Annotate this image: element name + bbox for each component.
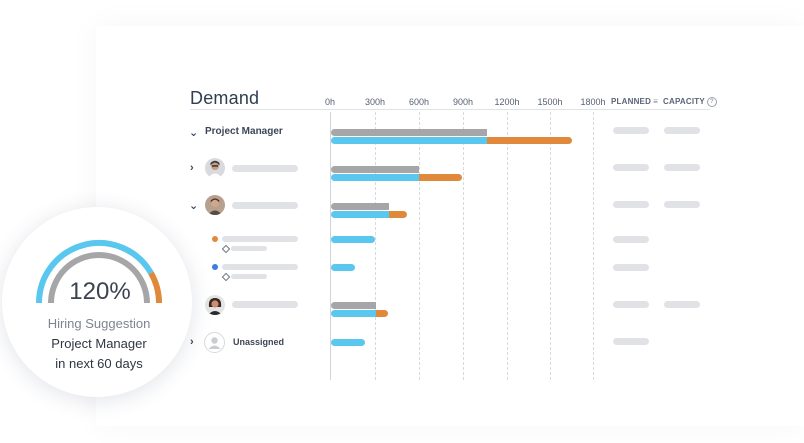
gridline bbox=[419, 112, 420, 380]
gridline bbox=[593, 112, 594, 380]
bar-demand bbox=[331, 137, 488, 144]
planned-value-placeholder bbox=[613, 264, 649, 271]
hiring-timeframe: in next 60 days bbox=[55, 356, 143, 371]
capacity-column-header: CAPACITY? bbox=[663, 97, 717, 107]
hiring-suggestion-title: Hiring Suggestion bbox=[47, 316, 151, 331]
planned-value-placeholder bbox=[613, 164, 649, 171]
bar-scheduled bbox=[331, 129, 488, 136]
assignment-detail-placeholder bbox=[231, 246, 267, 251]
axis-tick: 1500h bbox=[537, 97, 563, 107]
axis-tick: 0h bbox=[324, 97, 336, 107]
page-title: Demand bbox=[190, 88, 260, 108]
axis-tick: 1800h bbox=[580, 97, 606, 107]
planned-value-placeholder bbox=[613, 236, 649, 243]
capacity-value-placeholder bbox=[664, 201, 700, 208]
capacity-value-placeholder bbox=[664, 127, 700, 134]
chevron-right-icon[interactable]: › bbox=[190, 336, 194, 348]
demand-card bbox=[96, 26, 804, 426]
row-label-project-manager: Project Manager bbox=[205, 126, 283, 137]
bar-demand bbox=[331, 236, 375, 243]
capacity-value-placeholder bbox=[664, 301, 700, 308]
gridline bbox=[507, 112, 508, 380]
bar-overallocation bbox=[418, 174, 463, 181]
axis-tick: 600h bbox=[408, 97, 430, 107]
assignment-placeholder bbox=[222, 236, 298, 242]
planned-label: PLANNED bbox=[611, 97, 652, 106]
assignment-detail-placeholder bbox=[231, 274, 267, 279]
avatar bbox=[205, 195, 225, 215]
title-divider bbox=[190, 109, 710, 110]
bar-demand bbox=[331, 211, 390, 218]
status-dot bbox=[212, 264, 218, 270]
bar-scheduled bbox=[331, 203, 390, 210]
axis-baseline bbox=[330, 112, 331, 380]
bar-scheduled bbox=[331, 302, 377, 309]
planned-value-placeholder bbox=[613, 301, 649, 308]
bar-overallocation bbox=[389, 211, 407, 218]
gauge-outer-track bbox=[36, 240, 154, 304]
hiring-percentage: 120% bbox=[69, 278, 131, 305]
name-placeholder bbox=[232, 301, 298, 308]
name-placeholder bbox=[232, 202, 298, 209]
bar-scheduled bbox=[331, 166, 419, 173]
hiring-gauge bbox=[36, 240, 162, 304]
planned-value-placeholder bbox=[613, 127, 649, 134]
gauge-overflow-arc bbox=[148, 271, 162, 304]
name-placeholder bbox=[232, 165, 298, 172]
hiring-role: Project Manager bbox=[51, 336, 147, 351]
planned-value-placeholder bbox=[613, 201, 649, 208]
planned-column-header[interactable]: PLANNED ≡ bbox=[611, 97, 658, 106]
chevron-down-icon[interactable]: ⌄ bbox=[189, 127, 199, 139]
gridline bbox=[375, 112, 376, 380]
gridline bbox=[463, 112, 464, 380]
avatar bbox=[205, 295, 225, 315]
gridline bbox=[550, 112, 551, 380]
avatar bbox=[205, 158, 225, 178]
planned-value-placeholder bbox=[613, 338, 649, 345]
axis-tick: 1200h bbox=[494, 97, 520, 107]
bar-overallocation bbox=[376, 310, 388, 317]
row-label-unassigned: Unassigned bbox=[233, 337, 285, 347]
capacity-value-placeholder bbox=[664, 164, 700, 171]
bar-demand bbox=[331, 264, 356, 271]
sort-icon[interactable]: ≡ bbox=[653, 97, 658, 106]
axis-tick: 900h bbox=[452, 97, 474, 107]
bar-demand bbox=[331, 339, 365, 346]
unassigned-icon bbox=[204, 332, 225, 353]
assignment-placeholder bbox=[222, 264, 298, 270]
bar-demand bbox=[331, 174, 419, 181]
capacity-label: CAPACITY bbox=[663, 97, 705, 107]
axis-tick: 300h bbox=[364, 97, 386, 107]
bar-demand bbox=[331, 310, 377, 317]
chevron-right-icon[interactable]: › bbox=[190, 162, 194, 174]
gauge-inner-arc bbox=[48, 252, 150, 304]
status-dot bbox=[212, 236, 218, 242]
help-icon[interactable]: ? bbox=[706, 97, 717, 107]
bar-overallocation bbox=[487, 137, 573, 144]
chevron-down-icon[interactable]: ⌄ bbox=[189, 200, 199, 212]
